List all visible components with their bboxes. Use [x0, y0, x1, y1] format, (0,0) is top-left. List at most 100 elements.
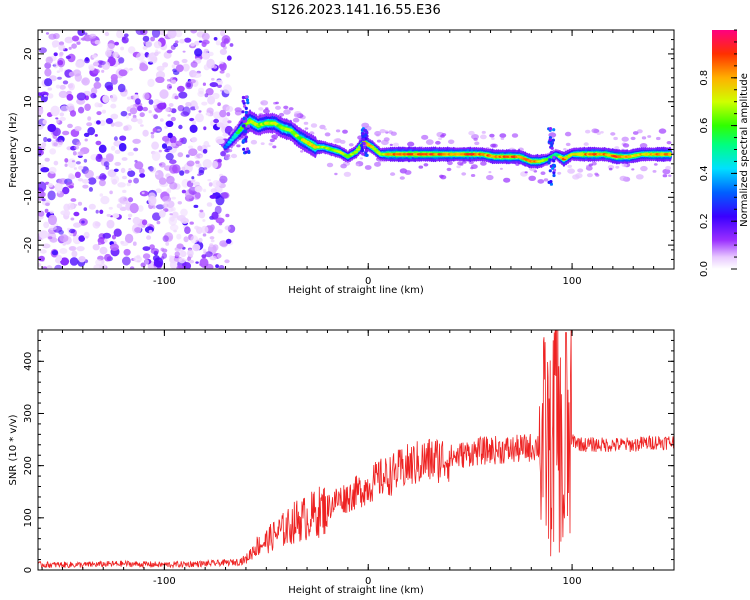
halo-speckle [543, 178, 549, 182]
noise-speckle [191, 136, 198, 143]
noise-speckle [177, 201, 182, 205]
noise-speckle [127, 197, 134, 203]
noise-speckle [179, 137, 184, 143]
halo-speckle [656, 136, 661, 141]
halo-speckle [326, 162, 334, 168]
noise-speckle [213, 111, 222, 119]
noise-speckle [121, 175, 128, 180]
ridge-mark [237, 129, 242, 132]
noise-speckle [38, 92, 43, 96]
noise-speckle [153, 104, 157, 109]
noise-speckle [59, 248, 68, 254]
noise-speckle [178, 257, 186, 264]
noise-speckle [93, 81, 102, 89]
y-tick-label: 10 [23, 95, 34, 108]
noise-speckle [83, 158, 88, 163]
noise-speckle [101, 69, 105, 73]
halo-speckle [355, 163, 360, 167]
noise-speckle [215, 40, 221, 46]
noise-speckle [71, 160, 75, 163]
noise-speckle [120, 167, 126, 174]
noise-speckle [152, 127, 157, 133]
noise-speckle [157, 128, 161, 132]
noise-speckle [134, 159, 138, 163]
noise-speckle [144, 259, 150, 265]
noise-speckle [167, 132, 173, 139]
noise-speckle [159, 89, 169, 99]
noise-speckle [140, 262, 146, 268]
halo-speckle [390, 131, 397, 136]
noise-speckle [219, 240, 229, 247]
noise-speckle [222, 126, 226, 130]
halo-speckle [304, 127, 309, 130]
halo-speckle [557, 171, 562, 175]
halo-speckle [275, 101, 279, 105]
halo-speckle [418, 165, 424, 169]
noise-speckle [216, 84, 222, 88]
noise-speckle [218, 265, 225, 269]
noise-speckle [189, 221, 194, 225]
noise-speckle [99, 209, 104, 214]
disturbance-mark [364, 133, 368, 137]
halo-speckle [486, 174, 494, 181]
ridge-mark [223, 145, 228, 149]
ridge-mark [370, 145, 375, 149]
noise-speckle [92, 61, 99, 67]
noise-speckle [72, 69, 82, 77]
noise-speckle [192, 72, 202, 78]
noise-speckle [81, 77, 90, 86]
noise-speckle [42, 266, 48, 269]
noise-speckle [44, 208, 49, 213]
noise-speckle [150, 36, 156, 42]
noise-speckle [123, 248, 131, 256]
noise-speckle [118, 57, 125, 64]
noise-speckle [71, 250, 78, 258]
noise-speckle [153, 41, 162, 49]
noise-speckle [61, 186, 70, 195]
disturbance-mark [360, 148, 365, 152]
halo-speckle [653, 163, 658, 166]
noise-speckle [50, 105, 60, 117]
noise-speckle [129, 67, 133, 71]
noise-speckle [109, 243, 119, 251]
disturbance-mark [242, 147, 246, 151]
halo-speckle [227, 120, 232, 124]
noise-speckle [68, 46, 72, 50]
noise-speckle [162, 203, 169, 209]
noise-speckle [88, 203, 96, 210]
y-tick-label: 100 [23, 508, 34, 527]
noise-speckle [223, 84, 232, 94]
noise-speckle [198, 237, 203, 243]
noise-speckle [47, 93, 54, 99]
noise-speckle [195, 160, 200, 164]
colorbar-tick-label: 0.2 [699, 213, 710, 229]
noise-speckle [143, 41, 147, 45]
noise-speckle [170, 108, 177, 114]
noise-speckle [206, 202, 213, 207]
noise-speckle [182, 50, 186, 53]
noise-speckle [148, 195, 157, 206]
noise-speckle [175, 64, 184, 73]
colorbar-label: Normalized spectral amplitude [739, 73, 750, 227]
halo-speckle [480, 161, 487, 166]
noise-speckle [120, 241, 129, 246]
noise-speckle [203, 48, 209, 54]
noise-speckle [165, 107, 170, 113]
ridge-mark [374, 149, 379, 152]
disturbance-mark [552, 173, 556, 178]
snr-series-line [38, 330, 674, 569]
noise-speckle [78, 165, 84, 170]
noise-speckle [62, 130, 70, 136]
disturbance-mark [247, 150, 251, 154]
noise-speckle [48, 33, 57, 40]
halo-speckle [379, 129, 386, 134]
noise-speckle [139, 63, 149, 72]
noise-speckle [215, 264, 220, 268]
noise-speckle [45, 56, 53, 64]
noise-speckle [165, 241, 170, 246]
noise-speckle [113, 228, 122, 237]
halo-speckle [563, 148, 567, 151]
halo-speckle [565, 142, 571, 147]
noise-speckle [170, 116, 176, 122]
halo-speckle [263, 108, 270, 114]
